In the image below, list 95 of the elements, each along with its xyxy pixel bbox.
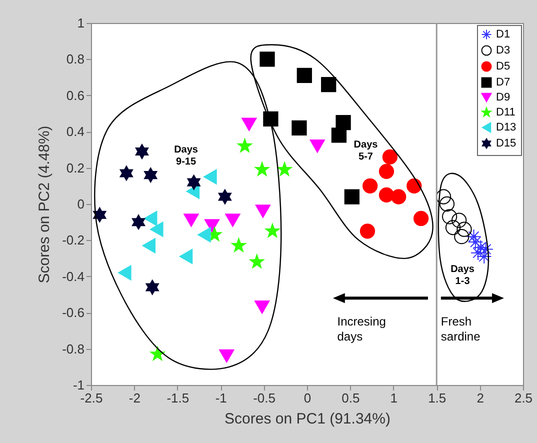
point bbox=[260, 52, 275, 67]
x-tick-label: 2.5 bbox=[514, 390, 533, 406]
legend-label: D15 bbox=[496, 138, 516, 150]
point bbox=[445, 220, 461, 236]
point bbox=[292, 120, 307, 136]
point bbox=[144, 167, 158, 183]
legend-label: D9 bbox=[496, 92, 510, 104]
point bbox=[362, 178, 378, 194]
point bbox=[255, 204, 271, 218]
y-tick-label: 0.4 bbox=[66, 124, 84, 140]
point bbox=[150, 222, 164, 237]
point bbox=[187, 174, 200, 190]
point bbox=[238, 138, 252, 152]
point bbox=[321, 76, 336, 92]
annotation: Days 5-7 bbox=[354, 139, 378, 162]
point bbox=[184, 214, 199, 227]
legend-label: D13 bbox=[496, 122, 516, 134]
point bbox=[144, 210, 158, 226]
y-tick-label: -0.4 bbox=[62, 268, 84, 284]
y-tick-label: 0.8 bbox=[66, 52, 84, 67]
point bbox=[436, 189, 452, 204]
point bbox=[466, 229, 482, 244]
legend-label: D3 bbox=[496, 44, 510, 56]
point bbox=[218, 189, 232, 204]
y-tick-label: 0 bbox=[77, 196, 84, 212]
point bbox=[296, 68, 312, 84]
point bbox=[250, 254, 264, 268]
point bbox=[439, 196, 455, 212]
legend-label: D5 bbox=[496, 60, 510, 72]
x-tick-label: 0 bbox=[304, 390, 312, 406]
point bbox=[454, 229, 470, 244]
point bbox=[142, 238, 156, 254]
point bbox=[456, 222, 472, 237]
annotation: Incresing days bbox=[337, 314, 386, 344]
point bbox=[331, 128, 347, 143]
y-axis-title: Scores on PC2 (4.48%) bbox=[36, 126, 54, 284]
point bbox=[413, 210, 429, 226]
y-tick-label: -0.6 bbox=[62, 305, 84, 320]
point bbox=[254, 162, 270, 176]
y-tick-label: -0.8 bbox=[62, 341, 84, 356]
y-tick-label: 0.6 bbox=[66, 88, 84, 103]
annotation: Fresh sardine bbox=[440, 314, 481, 344]
point bbox=[120, 166, 134, 181]
point bbox=[360, 224, 376, 239]
x-tick-label: -1.5 bbox=[166, 390, 190, 406]
point bbox=[204, 169, 217, 184]
y-tick-label: 1 bbox=[77, 16, 84, 30]
point bbox=[470, 245, 486, 260]
point bbox=[135, 144, 149, 160]
point bbox=[232, 238, 246, 252]
annotation: Days 1-3 bbox=[450, 264, 475, 288]
x-tick-label: -0.5 bbox=[253, 390, 276, 406]
point bbox=[254, 300, 270, 314]
point bbox=[179, 248, 193, 264]
legend-label: D1 bbox=[496, 28, 510, 40]
point bbox=[336, 114, 351, 130]
point bbox=[406, 178, 422, 194]
y-tick-label: -1 bbox=[72, 378, 84, 392]
point bbox=[391, 189, 406, 204]
point bbox=[378, 164, 394, 179]
x-tick-label: -2.5 bbox=[80, 390, 103, 406]
x-tick-label: -1 bbox=[215, 390, 227, 406]
y-tick-label: 0.2 bbox=[66, 160, 84, 176]
x-tick-label: -2 bbox=[128, 390, 140, 406]
point bbox=[265, 224, 280, 238]
point bbox=[442, 209, 458, 224]
point bbox=[476, 248, 492, 264]
point bbox=[132, 214, 146, 230]
point bbox=[344, 189, 360, 204]
point bbox=[451, 212, 467, 228]
point bbox=[378, 187, 394, 203]
x-tick-label: 2 bbox=[476, 390, 484, 406]
point bbox=[382, 149, 398, 164]
legend-label: D11 bbox=[496, 106, 516, 118]
x-axis-title: Scores on PC1 (91.34%) bbox=[224, 410, 390, 428]
point bbox=[150, 346, 165, 360]
point bbox=[118, 265, 132, 280]
point bbox=[242, 118, 257, 131]
point bbox=[277, 162, 292, 176]
point bbox=[204, 219, 220, 232]
point bbox=[198, 227, 211, 242]
x-tick-label: 0.5 bbox=[342, 390, 360, 406]
point bbox=[473, 240, 488, 256]
annotation: Days 9-15 bbox=[174, 144, 198, 168]
point bbox=[225, 214, 240, 227]
legend-label: D7 bbox=[496, 76, 510, 88]
y-tick-label: -0.2 bbox=[62, 232, 84, 248]
point bbox=[219, 349, 234, 363]
x-tick-label: 1 bbox=[390, 390, 398, 406]
point bbox=[310, 139, 325, 153]
point bbox=[478, 242, 494, 257]
point bbox=[146, 280, 159, 295]
point bbox=[468, 234, 484, 250]
x-tick-label: 1.5 bbox=[428, 390, 446, 406]
point bbox=[93, 207, 106, 222]
